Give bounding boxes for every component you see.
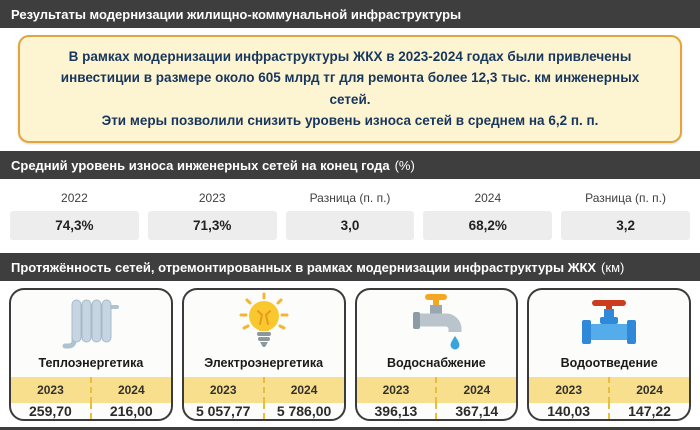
card-year-band: 2023 2024 — [356, 377, 517, 404]
wear-section-title-bar: Средний уровень износа инженерных сетей … — [0, 151, 700, 180]
wear-column-value: 74,3% — [10, 211, 139, 241]
card-year-2: 2024 — [636, 383, 663, 398]
card-year-1: 2023 — [529, 377, 611, 404]
card-title: Теплоэнергетика — [38, 356, 144, 371]
card-year-band: 2023 2024 — [11, 377, 171, 404]
card-value-2: 147,22 — [628, 403, 671, 420]
card-title: Электроэнергетика — [204, 356, 324, 371]
card-title: Водоснабжение — [387, 356, 486, 371]
card-year-band: 2023 2024 — [183, 377, 344, 404]
card-year-1: 2023 — [184, 377, 265, 404]
wear-section-unit: (%) — [394, 157, 415, 173]
card-year-1: 2023 — [357, 377, 438, 404]
card-year-2: 2024 — [463, 383, 491, 398]
card-values: 396,13 367,14 — [357, 403, 517, 420]
card-water-supply: Водоснабжение 2023 2024 396,13 367,14 — [354, 288, 519, 422]
page-title: Результаты модернизации жилищно-коммунал… — [11, 6, 462, 22]
card-water-disposal: Водоотведение 2023 2024 140,03 147,22 — [527, 288, 691, 422]
card-year-band: 2023 2024 — [529, 377, 689, 404]
wear-column-header: Разница (п. п.) — [585, 191, 667, 206]
wear-column-2024: 2024 68,2% — [423, 186, 553, 241]
faucet-icon — [357, 290, 517, 350]
valve-icon — [529, 290, 689, 350]
wear-column-header: 2023 — [198, 191, 226, 206]
card-values: 5 057,77 5 786,00 — [184, 403, 344, 420]
wear-column-diff-2: Разница (п. п.) 3,2 — [561, 186, 690, 241]
card-value-1: 140,03 — [529, 403, 611, 420]
card-value-1: 259,70 — [11, 403, 92, 420]
card-year-2: 2024 — [117, 383, 145, 398]
wear-column-value: 71,3% — [147, 211, 277, 241]
wear-column-2022: 2022 74,3% — [10, 186, 139, 241]
repairs-section-title: Протяжённость сетей, отремонтированных в… — [11, 259, 597, 275]
card-value-1: 396,13 — [357, 403, 438, 420]
wear-column-value: 68,2% — [423, 211, 553, 241]
card-value-2: 5 786,00 — [276, 403, 332, 420]
lightbulb-icon — [184, 290, 344, 350]
repairs-section-unit: (км) — [601, 259, 625, 275]
wear-column-value: 3,2 — [561, 211, 690, 241]
card-values: 259,70 216,00 — [11, 403, 171, 420]
radiator-icon — [11, 290, 171, 350]
card-value-2: 367,14 — [455, 403, 499, 420]
summary-text-2: Эти меры позволили снизить уровень износ… — [101, 112, 599, 128]
repairs-cards: Теплоэнергетика 2023 2024 259,70 216,00 — [0, 281, 700, 427]
wear-column-header: 2024 — [474, 191, 502, 206]
card-year-1: 2023 — [11, 377, 92, 404]
wear-column-header: Разница (п. п.) — [309, 191, 391, 206]
wear-column-2023: 2023 71,3% — [147, 186, 277, 241]
wear-table: 2022 74,3% 2023 71,3% Разница (п. п.) 3,… — [0, 179, 700, 253]
page-title-bar: Результаты модернизации жилищно-коммунал… — [0, 0, 700, 28]
repairs-section-title-bar: Протяжённость сетей, отремонтированных в… — [0, 253, 700, 282]
wear-column-header: 2022 — [61, 191, 88, 206]
wear-column-diff-1: Разница (п. п.) 3,0 — [285, 186, 415, 241]
card-title: Водоотведение — [560, 356, 658, 371]
card-electric-energy: Электроэнергетика 2023 2024 5 057,77 5 7… — [181, 288, 346, 422]
summary-box: В рамках модернизации инфраструктуры ЖКХ… — [18, 35, 682, 144]
card-values: 140,03 147,22 — [529, 403, 689, 420]
card-value-2: 216,00 — [109, 403, 153, 420]
card-value-1: 5 057,77 — [184, 403, 265, 420]
card-year-2: 2024 — [290, 383, 318, 398]
footer-bar: На основе данных КРЕМ МНЭ РК Finprom.kz — [0, 427, 700, 430]
summary-text-1: В рамках модернизации инфраструктуры ЖКХ… — [60, 49, 640, 107]
wear-section-title: Средний уровень износа инженерных сетей … — [11, 157, 390, 173]
card-heat-energy: Теплоэнергетика 2023 2024 259,70 216,00 — [9, 288, 173, 422]
wear-column-value: 3,0 — [285, 211, 415, 241]
